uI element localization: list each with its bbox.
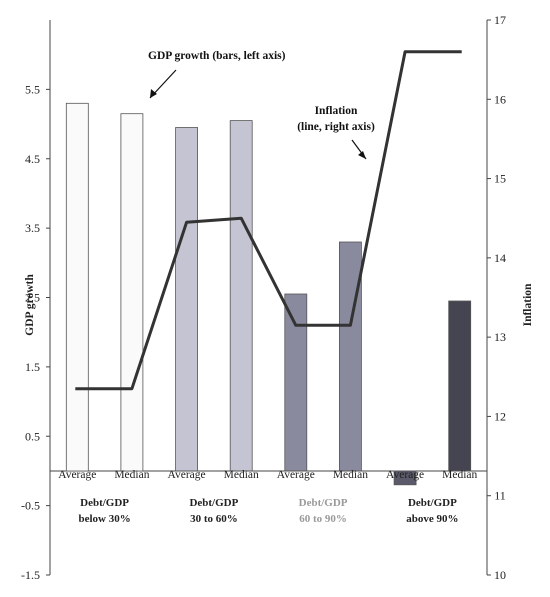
gdp-bar [65,102,89,472]
category-labels: Average Median Average Median Average Median A… [58,469,477,481]
right-tick-label: 10 [494,568,506,582]
gdp-annotation: GDP growth (bars, left axis) [148,50,286,62]
gdp-bar [229,120,253,472]
inflation-annotation-line2: (line, right axis) [297,121,375,133]
category-label: Median [224,469,259,481]
category-label: Median [442,469,477,481]
right-tick-label: 15 [494,172,506,186]
category-label: Median [114,469,149,481]
group-label-line2: 60 to 90% [299,513,347,525]
category-label: Average [277,469,315,481]
category-label: Median [333,469,368,481]
group-label-line1: Debt/GDP [80,497,129,509]
category-label: Average [168,469,206,481]
left-tick-label: 5.5 [25,82,40,96]
group-labels: Debt/GDP below 30% Debt/GDP 30 to 60% Debt/G… [78,497,458,525]
group-label-line1: Debt/GDP [299,497,348,509]
inflation-annotation-arrowhead [358,151,366,159]
left-axis-ticks: 5.5 4.5 3.5 2.5 1.5 0.5 -0.5 -1.5 [21,82,50,582]
left-tick-label: -1.5 [21,568,40,582]
group-label-line2: below 30% [78,513,130,525]
category-label: Average [58,469,96,481]
gdp-bar [448,300,472,472]
inflation-line [75,50,462,391]
right-tick-label: 11 [494,489,506,503]
right-tick-label: 17 [494,13,506,27]
inflation-annotation-line1: Inflation [315,105,358,117]
gdp-bar [120,113,144,472]
gdp-bar [284,293,308,472]
group-label-line1: Debt/GDP [408,497,457,509]
gdp-bar [175,127,199,472]
group-label-line2: above 90% [406,513,458,525]
left-tick-label: 3.5 [25,221,40,235]
plot-frame [49,20,488,575]
group-label-line2: 30 to 60% [190,513,238,525]
group-label-line1: Debt/GDP [189,497,238,509]
gdp-bar [393,470,417,486]
left-tick-label: 4.5 [25,152,40,166]
right-tick-label: 13 [494,330,506,344]
left-tick-label: 1.5 [25,360,40,374]
right-tick-label: 14 [494,251,506,265]
left-tick-label: 0.5 [25,429,40,443]
right-tick-label: 16 [494,92,506,106]
category-label: Average [386,469,424,481]
right-tick-label: 12 [494,409,506,423]
gdp-annotation-arrowhead [150,89,157,98]
left-tick-label: -0.5 [21,499,40,513]
bar-series [65,102,472,486]
inflation-line-series [75,50,462,391]
left-tick-label: 2.5 [25,291,40,305]
right-axis-label: Inflation [522,283,534,326]
right-axis-ticks: 17 16 15 14 13 12 11 10 [487,13,506,582]
left-axis-label: GDP growth [24,274,36,336]
gdp-bar [338,241,362,472]
